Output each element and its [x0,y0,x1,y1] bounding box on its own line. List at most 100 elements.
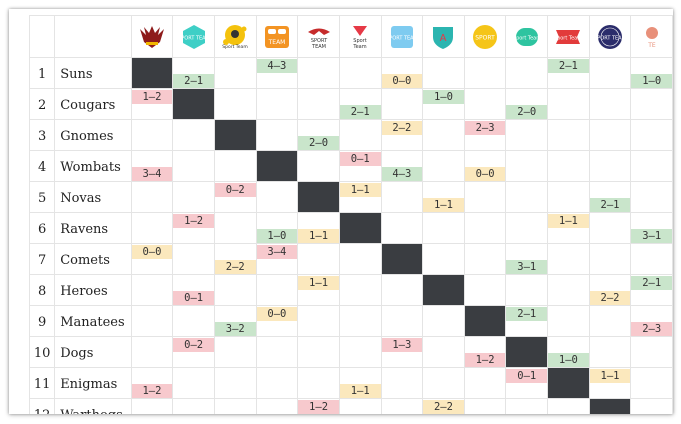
team-logo-cell[interactable]: Sport Team [213,15,257,58]
match-result[interactable]: 1–2 [465,353,505,367]
match-cell[interactable]: 1–3 [380,336,424,368]
team-name[interactable]: Warthogs [60,408,123,414]
team-name[interactable]: Heroes [60,284,108,299]
team-logo-cell[interactable]: SPORT TEAM [172,15,215,58]
team-name-cell[interactable]: Suns [54,57,132,89]
match-cell[interactable]: 1–2 [130,88,174,120]
team-name-cell[interactable]: Manatees [54,305,132,337]
team-logo-cell[interactable]: SPORT TEAM [588,15,632,58]
match-result[interactable]: 3–1 [631,229,672,243]
team-name-cell[interactable]: Dogs [54,336,132,368]
team-logo-cell[interactable]: SPORT TEAM [297,15,340,58]
match-result[interactable]: 1–1 [423,198,464,212]
match-result[interactable]: 1–1 [340,384,381,398]
team-logo-cell[interactable]: Sport Team [338,15,382,58]
team-name[interactable]: Gnomes [60,129,114,144]
match-cell[interactable]: 2–0 [297,119,340,151]
team-name-cell[interactable]: Wombats [54,150,132,182]
match-cell[interactable]: 1–0 [422,88,465,120]
match-cell[interactable]: 1–1 [547,212,590,244]
team-name[interactable]: Cougars [60,98,116,113]
match-result[interactable]: 0–0 [465,167,505,181]
match-result[interactable]: 2–2 [381,121,422,135]
match-cell[interactable]: 1–2 [172,212,215,244]
team-logo-cell[interactable] [130,15,174,58]
team-name-cell[interactable]: Cougars [54,88,132,120]
match-result[interactable]: 2–2 [215,260,256,274]
match-result[interactable]: 1–0 [423,90,464,104]
match-result[interactable]: 2–1 [173,74,214,88]
match-result[interactable]: 1–2 [132,90,172,104]
match-result[interactable]: 2–3 [465,121,505,135]
match-cell[interactable]: 1–1 [297,212,340,244]
match-result[interactable]: 2–1 [590,198,630,212]
match-cell[interactable]: 0–0 [255,305,299,337]
team-name[interactable]: Suns [60,67,93,82]
team-logo-cell[interactable]: Sport Team [547,15,590,58]
team-logo-cell[interactable]: TEAM [255,15,299,58]
match-cell[interactable]: 2–2 [213,243,257,275]
team-logo-cell[interactable]: TE [630,15,673,58]
match-result[interactable]: 2–0 [506,105,547,119]
match-cell[interactable]: 3–1 [630,212,673,244]
match-cell[interactable]: 3–4 [255,243,299,275]
match-cell[interactable]: 2–0 [505,88,549,120]
match-cell[interactable]: 3–1 [505,243,549,275]
match-result[interactable]: 0–1 [340,152,381,166]
match-result[interactable]: 3–4 [132,167,172,181]
match-cell[interactable]: 0–1 [172,274,215,306]
match-cell[interactable]: 1–1 [422,181,465,213]
match-result[interactable]: 1–2 [173,214,214,228]
match-cell[interactable]: 0–0 [463,150,507,182]
match-cell[interactable]: 2–3 [630,305,673,337]
match-cell[interactable]: 2–3 [463,119,507,151]
match-result[interactable]: 0–1 [173,291,214,305]
match-result[interactable]: 4–3 [381,167,422,181]
team-name-cell[interactable]: Ravens [54,212,132,244]
match-cell[interactable]: 2–2 [588,274,632,306]
match-cell[interactable]: 1–2 [130,367,174,399]
match-cell[interactable]: 2–1 [588,181,632,213]
match-cell[interactable]: 1–0 [255,212,299,244]
match-result[interactable]: 2–2 [590,291,630,305]
match-cell[interactable]: 1–2 [463,336,507,368]
match-cell[interactable]: 2–1 [547,57,590,89]
match-result[interactable]: 2–2 [423,400,464,414]
match-cell[interactable]: 2–2 [422,398,465,414]
match-result[interactable]: 2–1 [548,59,589,73]
match-result[interactable]: 3–4 [257,245,297,259]
match-result[interactable]: 1–2 [132,384,172,398]
match-result[interactable]: 4–3 [257,59,297,73]
match-result[interactable]: 1–0 [257,229,297,243]
team-name[interactable]: Wombats [60,160,121,175]
team-name[interactable]: Ravens [60,222,109,237]
match-cell[interactable]: 2–1 [338,88,382,120]
team-name-cell[interactable]: Enigmas [54,367,132,399]
match-result[interactable]: 3–2 [215,322,256,336]
match-result[interactable]: 1–3 [381,338,422,352]
match-result[interactable]: 0–0 [381,74,422,88]
match-cell[interactable]: 2–2 [380,119,424,151]
match-cell[interactable]: 0–1 [505,367,549,399]
match-result[interactable]: 2–1 [631,276,672,290]
match-result[interactable]: 1–2 [298,400,339,414]
match-result[interactable]: 0–0 [132,245,172,259]
match-cell[interactable]: 2–1 [505,305,549,337]
team-name[interactable]: Manatees [60,315,125,330]
match-result[interactable]: 0–0 [257,307,297,321]
match-result[interactable]: 2–0 [298,136,339,150]
match-cell[interactable]: 1–1 [338,367,382,399]
match-cell[interactable]: 2–1 [630,274,673,306]
match-result[interactable]: 2–1 [506,307,547,321]
match-cell[interactable]: 0–1 [338,150,382,182]
match-result[interactable]: 0–2 [173,338,214,352]
team-name[interactable]: Comets [60,253,110,268]
match-cell[interactable]: 1–2 [297,398,340,414]
team-name[interactable]: Novas [60,191,102,206]
team-name-cell[interactable]: Heroes [54,274,132,306]
match-result[interactable]: 1–1 [298,229,339,243]
match-cell[interactable]: 1–0 [630,57,673,89]
match-cell[interactable]: 3–2 [213,305,257,337]
team-name-cell[interactable]: Comets [54,243,132,275]
match-result[interactable]: 0–1 [506,369,547,383]
